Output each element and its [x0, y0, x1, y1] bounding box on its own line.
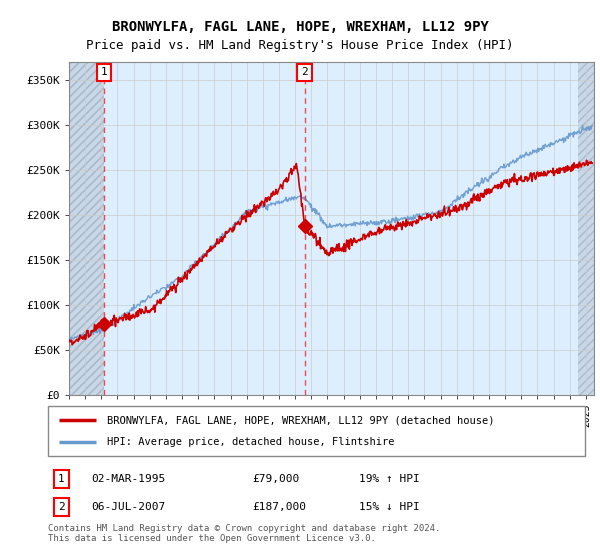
Text: 15% ↓ HPI: 15% ↓ HPI: [359, 502, 420, 512]
Bar: [578, 62, 600, 395]
Text: Contains HM Land Registry data © Crown copyright and database right 2024.
This d: Contains HM Land Registry data © Crown c…: [48, 524, 440, 543]
Text: £79,000: £79,000: [252, 474, 299, 484]
Bar: [69, 62, 104, 395]
Text: 1: 1: [58, 474, 65, 484]
Bar: [69, 62, 104, 395]
Text: £187,000: £187,000: [252, 502, 306, 512]
Text: HPI: Average price, detached house, Flintshire: HPI: Average price, detached house, Flin…: [107, 437, 395, 447]
Text: 06-JUL-2007: 06-JUL-2007: [91, 502, 165, 512]
Text: Price paid vs. HM Land Registry's House Price Index (HPI): Price paid vs. HM Land Registry's House …: [86, 39, 514, 52]
Text: 2: 2: [301, 67, 308, 77]
Text: 02-MAR-1995: 02-MAR-1995: [91, 474, 165, 484]
Text: 1: 1: [101, 67, 107, 77]
Text: 2: 2: [58, 502, 65, 512]
Text: BRONWYLFA, FAGL LANE, HOPE, WREXHAM, LL12 9PY: BRONWYLFA, FAGL LANE, HOPE, WREXHAM, LL1…: [112, 20, 488, 34]
Text: BRONWYLFA, FAGL LANE, HOPE, WREXHAM, LL12 9PY (detached house): BRONWYLFA, FAGL LANE, HOPE, WREXHAM, LL1…: [107, 415, 494, 425]
Text: 19% ↑ HPI: 19% ↑ HPI: [359, 474, 420, 484]
FancyBboxPatch shape: [48, 406, 585, 456]
